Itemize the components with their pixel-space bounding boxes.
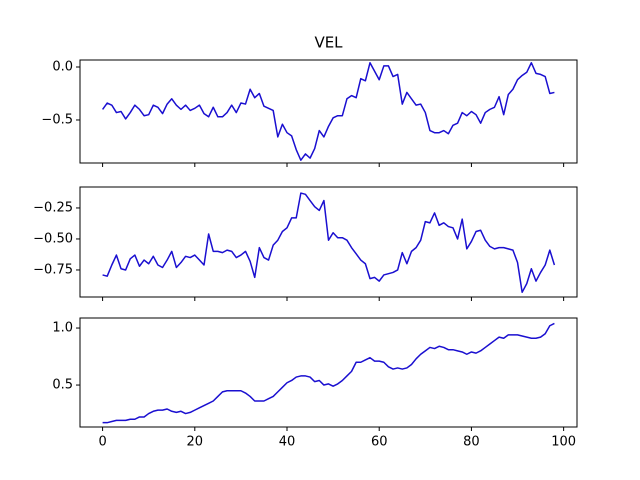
y-tick-label: −0.50 xyxy=(33,231,73,246)
x-tick-label: 80 xyxy=(463,435,480,450)
y-tick-label: −0.25 xyxy=(33,200,73,215)
y-tick-label: −0.75 xyxy=(33,262,73,277)
y-tick-label: 0.0 xyxy=(52,59,73,74)
y-tick-label: 0.5 xyxy=(52,378,73,393)
y-tick-label: 1.0 xyxy=(52,321,73,336)
x-tick-label: 40 xyxy=(279,435,296,450)
data-line xyxy=(102,192,556,294)
chart-title: VEL xyxy=(314,34,343,52)
x-tick-label: 100 xyxy=(551,435,576,450)
x-tick-label: 0 xyxy=(98,435,106,450)
x-tick-label: 20 xyxy=(187,435,204,450)
y-tick-label: −0.5 xyxy=(41,112,73,127)
axes-frame xyxy=(79,317,578,428)
axes-frame xyxy=(79,59,578,164)
axes-frame xyxy=(79,186,578,298)
x-tick-label: 60 xyxy=(371,435,388,450)
data-line xyxy=(101,62,555,161)
data-line xyxy=(102,322,555,424)
